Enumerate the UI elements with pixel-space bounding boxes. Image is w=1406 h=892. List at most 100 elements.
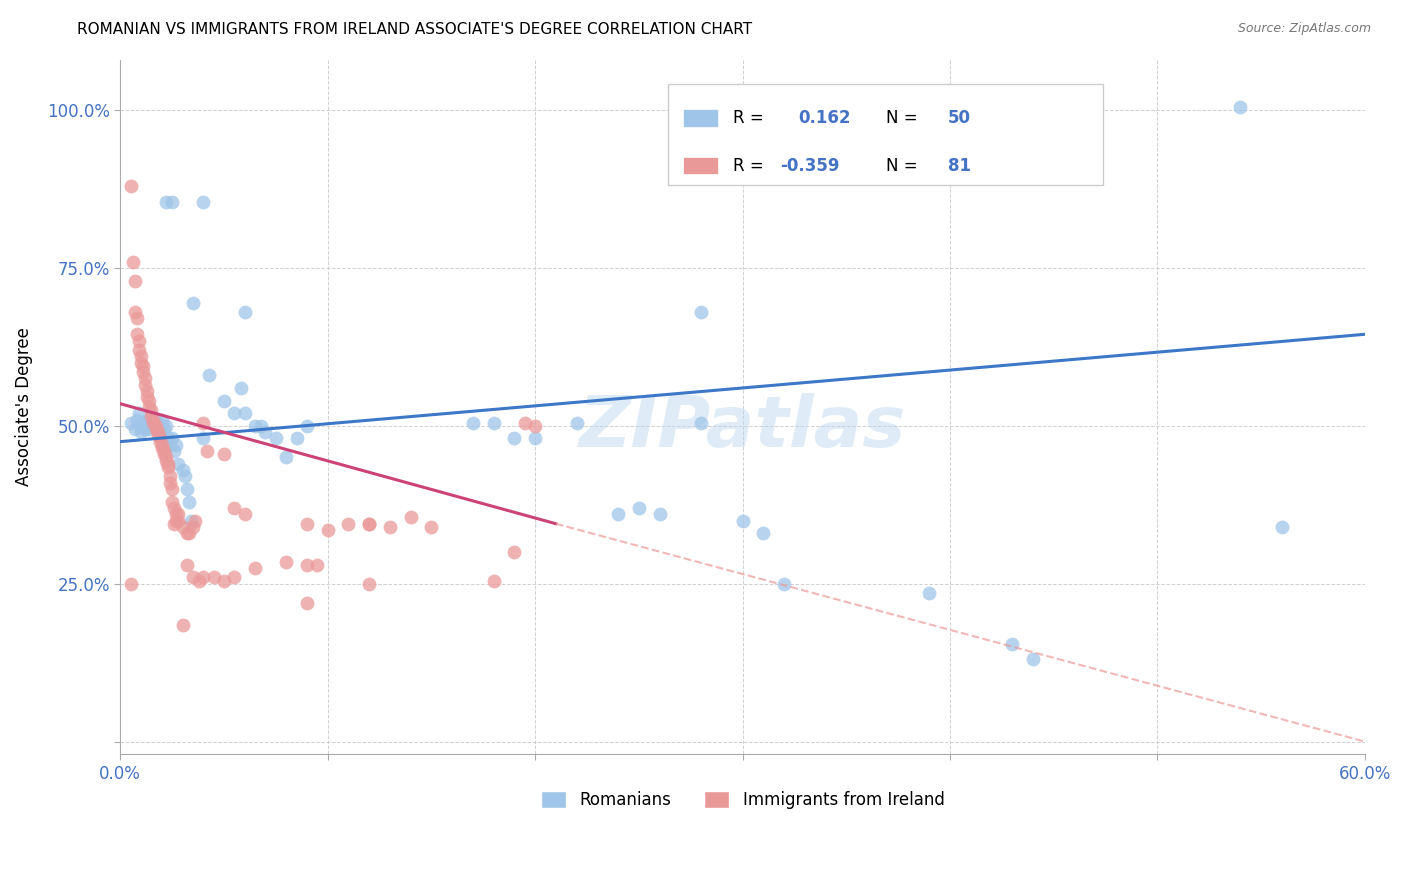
Point bbox=[359, 516, 381, 531]
Point bbox=[142, 412, 165, 426]
FancyBboxPatch shape bbox=[668, 84, 1104, 185]
Point bbox=[128, 343, 150, 357]
Point bbox=[180, 514, 202, 528]
Point bbox=[233, 305, 256, 319]
Point bbox=[176, 482, 198, 496]
Point bbox=[243, 418, 266, 433]
Point bbox=[565, 416, 588, 430]
Point bbox=[132, 359, 155, 373]
Point bbox=[193, 194, 215, 209]
Point bbox=[150, 412, 173, 426]
Point bbox=[120, 416, 142, 430]
Point bbox=[254, 425, 277, 439]
Point bbox=[316, 523, 339, 537]
Point bbox=[163, 516, 186, 531]
Point bbox=[159, 475, 181, 490]
Point bbox=[149, 422, 172, 436]
Point bbox=[150, 441, 173, 455]
Point bbox=[145, 418, 167, 433]
Point bbox=[165, 514, 187, 528]
Point bbox=[1022, 652, 1045, 666]
Point bbox=[172, 520, 194, 534]
Point bbox=[155, 418, 177, 433]
Point bbox=[124, 274, 146, 288]
Point bbox=[156, 457, 179, 471]
Point bbox=[295, 596, 318, 610]
Point bbox=[134, 418, 156, 433]
Point bbox=[138, 400, 160, 414]
Point bbox=[503, 545, 526, 559]
Point bbox=[224, 406, 246, 420]
Point bbox=[172, 463, 194, 477]
Point bbox=[212, 447, 235, 461]
Point bbox=[731, 514, 754, 528]
Text: ROMANIAN VS IMMIGRANTS FROM IRELAND ASSOCIATE'S DEGREE CORRELATION CHART: ROMANIAN VS IMMIGRANTS FROM IRELAND ASSO… bbox=[77, 22, 752, 37]
Point bbox=[181, 295, 204, 310]
Point bbox=[176, 558, 198, 572]
Point bbox=[153, 422, 176, 436]
Point bbox=[155, 194, 177, 209]
Point bbox=[146, 428, 169, 442]
Point bbox=[420, 520, 443, 534]
Point bbox=[181, 570, 204, 584]
Point bbox=[173, 469, 195, 483]
Point bbox=[399, 510, 422, 524]
Point bbox=[307, 558, 329, 572]
Point bbox=[153, 444, 176, 458]
Point bbox=[212, 393, 235, 408]
Point bbox=[690, 416, 713, 430]
Point bbox=[607, 508, 630, 522]
Point bbox=[160, 482, 183, 496]
Point bbox=[167, 514, 190, 528]
Point bbox=[359, 576, 381, 591]
Point bbox=[155, 450, 177, 465]
Point bbox=[461, 416, 484, 430]
Point bbox=[359, 516, 381, 531]
Point bbox=[224, 500, 246, 515]
Point bbox=[160, 194, 183, 209]
Point bbox=[163, 444, 186, 458]
Point bbox=[212, 574, 235, 588]
Point bbox=[129, 425, 152, 439]
Point bbox=[167, 508, 190, 522]
Point bbox=[233, 406, 256, 420]
Point bbox=[176, 526, 198, 541]
Point bbox=[184, 514, 207, 528]
Point bbox=[337, 516, 360, 531]
Point bbox=[136, 416, 159, 430]
Point bbox=[141, 416, 163, 430]
Point bbox=[482, 574, 505, 588]
Point bbox=[229, 381, 252, 395]
Point bbox=[150, 438, 173, 452]
Text: N =: N = bbox=[886, 156, 917, 175]
Point bbox=[276, 555, 298, 569]
Point bbox=[193, 416, 215, 430]
Text: -0.359: -0.359 bbox=[780, 156, 839, 175]
Point bbox=[132, 416, 155, 430]
Text: R =: R = bbox=[733, 156, 763, 175]
Point bbox=[198, 368, 221, 383]
Point bbox=[193, 432, 215, 446]
Point bbox=[134, 371, 156, 385]
Point bbox=[132, 365, 155, 379]
Point bbox=[513, 416, 536, 430]
Point bbox=[224, 570, 246, 584]
Point bbox=[145, 418, 167, 433]
Point bbox=[276, 450, 298, 465]
Point bbox=[181, 520, 204, 534]
Point bbox=[156, 459, 179, 474]
Point bbox=[136, 412, 159, 426]
Text: 0.162: 0.162 bbox=[799, 109, 851, 128]
Point bbox=[285, 432, 308, 446]
FancyBboxPatch shape bbox=[683, 157, 717, 174]
Point bbox=[202, 570, 225, 584]
Y-axis label: Associate's Degree: Associate's Degree bbox=[15, 327, 32, 486]
Point bbox=[1229, 100, 1251, 114]
Text: ZIPatlas: ZIPatlas bbox=[579, 393, 907, 462]
Point bbox=[295, 418, 318, 433]
Point bbox=[120, 178, 142, 193]
Point bbox=[142, 418, 165, 433]
Point bbox=[138, 393, 160, 408]
Point bbox=[129, 418, 152, 433]
Legend: Romanians, Immigrants from Ireland: Romanians, Immigrants from Ireland bbox=[534, 784, 950, 815]
